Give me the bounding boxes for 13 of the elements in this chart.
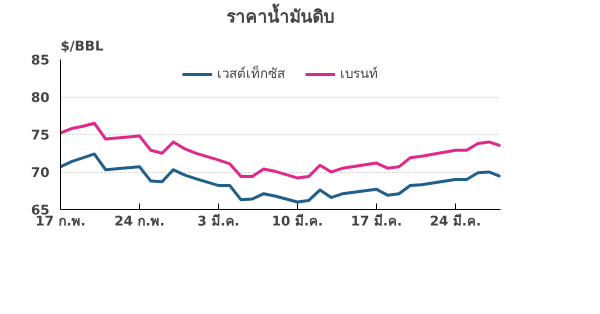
x-tick-label: 3 มี.ค. (197, 214, 240, 230)
y-tick-label: 80 (30, 91, 50, 106)
x-tick-label: 24 มี.ค. (430, 214, 482, 230)
y-tick-label: 75 (30, 128, 50, 144)
y-tick-label: 85 (30, 54, 50, 68)
legend-label: เวสต์เท็กซัส (217, 64, 285, 84)
x-tick-label: 17 มี.ค. (350, 214, 402, 230)
chart-title: ราคาน้ำมันดิบ (226, 4, 334, 28)
y-axis-title: $/BBL (60, 40, 104, 54)
x-tick-label: 10 มี.ค. (272, 214, 324, 230)
x-tick-label: 24 ก.พ. (114, 214, 165, 230)
y-tick-label: 70 (30, 166, 50, 181)
legend-label: เบรนท์ (340, 66, 378, 84)
